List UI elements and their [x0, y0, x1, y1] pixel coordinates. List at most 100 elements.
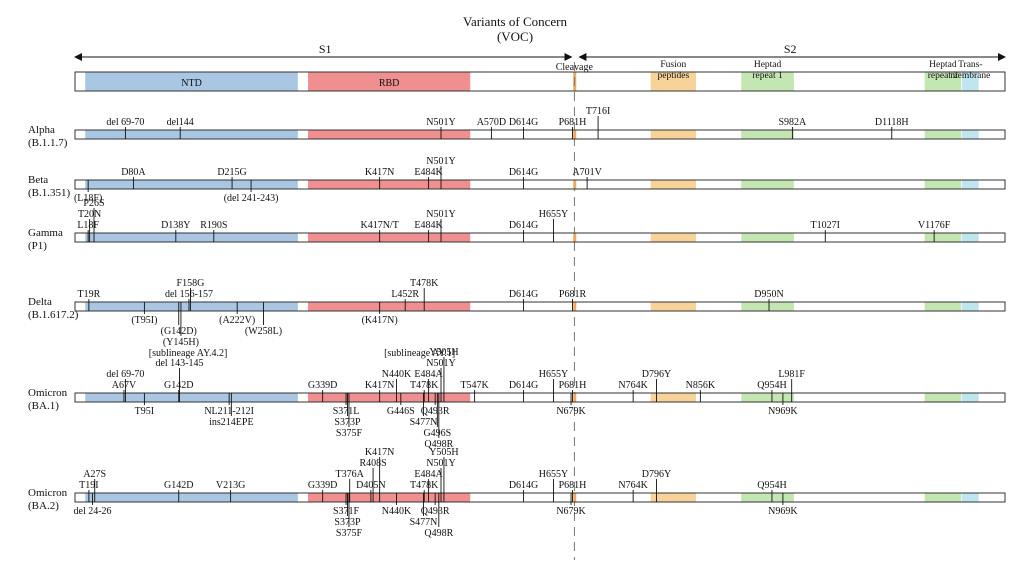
domain-transmembrane [961, 72, 979, 91]
variant-lineage: (B.1.617.2) [28, 309, 79, 321]
mutation-label: S477N [410, 417, 438, 428]
mutation-label: T478K [410, 380, 439, 391]
mutation-label: A701V [572, 167, 602, 178]
mutation-label: H655Y [539, 369, 568, 380]
mutation-label: R408S [359, 458, 386, 469]
heptad2-label: Heptad repeat 2 [928, 60, 959, 81]
domain-heptad2 [924, 233, 962, 242]
mutation-label: N501Y [426, 209, 455, 220]
mutation-label: A570D [477, 117, 506, 128]
mutation-label: N501Y [426, 117, 455, 128]
domain-fusion [650, 302, 696, 311]
mutation-label: (G142D) [161, 326, 197, 337]
domain-fusion [650, 493, 696, 502]
mutation-label: V1176F [918, 220, 951, 231]
mutation-label: Q498R [424, 528, 453, 539]
mutation-label: Q498R [424, 439, 453, 450]
variant-bar [74, 301, 1006, 312]
mutation-label: (K417N) [362, 315, 398, 326]
mutation-label: P681H [559, 380, 587, 391]
variant-name: Omicron [28, 387, 68, 399]
mutation-label: D1118H [875, 117, 909, 128]
mutation-label: S373P [334, 517, 361, 528]
mutation-label: (Y145H) [163, 337, 199, 348]
domain-fusion [650, 393, 696, 402]
domain-fusion [650, 180, 696, 189]
title-line-1: Variants of Concern [463, 14, 567, 29]
domain-fusion [650, 233, 696, 242]
mutation-label: (A222V) [219, 315, 255, 326]
domain-transmembrane [961, 233, 979, 242]
domain-heptad2 [924, 393, 962, 402]
mutation-label: L981F [778, 369, 805, 380]
domain-cleavage [573, 393, 577, 402]
domain-rbd [308, 393, 471, 402]
mutation-label: N679K [556, 506, 586, 517]
mutation-label: E484A [414, 469, 443, 480]
mutation-label: P681H [559, 117, 587, 128]
rbd-label: RBD [379, 78, 400, 89]
mutation-label: D614G [509, 380, 538, 391]
mutation-label: (W258L) [245, 326, 282, 337]
mutation-label: D80A [121, 167, 146, 178]
mutation-label: Q954H [757, 480, 786, 491]
domain-cleavage [573, 233, 577, 242]
mutation-label: Y505H [429, 347, 458, 358]
mutation-label: N501Y [426, 358, 455, 369]
mutation-label: (del 241-243) [224, 193, 279, 204]
mutation-label: (T95I) [131, 315, 157, 326]
domain-heptad1 [741, 130, 794, 139]
domain-rbd [308, 233, 471, 242]
variant-bar [74, 392, 1006, 403]
mutation-label: T716I [586, 106, 610, 117]
variant-rows: Alpha(B.1.1.7)del 69-70 del144 N501Y A570D D… [28, 106, 1006, 539]
domain-heptad1 [741, 493, 794, 502]
domain-cleavage [573, 493, 577, 502]
domain-heptad1 [741, 302, 794, 311]
mutation-label: K417N [365, 380, 394, 391]
mutation-label: G339D [308, 380, 337, 391]
mutation-label: N969K [768, 406, 798, 417]
mutation-label: N440K [382, 369, 412, 380]
mutation-label: K417N/T [360, 220, 398, 231]
mutation-label: G339D [308, 480, 337, 491]
mutation-label: G446S [387, 406, 415, 417]
s1-label: S1 [319, 42, 332, 56]
domain-rbd [308, 180, 471, 189]
mutation-label: H655Y [539, 469, 568, 480]
mutation-label: N679K [556, 406, 586, 417]
variant-bar [74, 129, 1006, 140]
mutation-label: T19I [79, 480, 98, 491]
mutation-label: N969K [768, 506, 798, 517]
domain-heptad1 [741, 233, 794, 242]
mutation-label: T95I [135, 406, 154, 417]
mutation-label: G142D [164, 380, 193, 391]
mutation-label: P681H [559, 480, 587, 491]
domain-ntd [85, 302, 298, 311]
mutation-label: S477N [410, 517, 438, 528]
mutation-label: D614G [509, 220, 538, 231]
variant-bar [74, 232, 1006, 243]
mutation-label: (L18F) [74, 193, 102, 204]
mutation-label: V213G [216, 480, 245, 491]
domain-transmembrane [961, 130, 979, 139]
mutation-label: D950N [754, 289, 783, 300]
mutation-label: del 69-70 [106, 369, 144, 380]
mutation-label: L18F [77, 220, 99, 231]
mutation-label: S371L [333, 406, 360, 417]
variant-name: Gamma [28, 227, 63, 239]
domain-heptad1 [741, 72, 794, 91]
mutation-label: D405N [356, 480, 385, 491]
mutation-label: N856K [686, 380, 716, 391]
mutation-label: T376A [336, 469, 365, 480]
domain-transmembrane [961, 302, 979, 311]
mutation-label: S371F [333, 506, 360, 517]
mutation-label: del 156-157 [165, 289, 213, 300]
mutation-label: E484K [414, 220, 443, 231]
domain-ntd [85, 393, 298, 402]
domain-transmembrane [961, 393, 979, 402]
